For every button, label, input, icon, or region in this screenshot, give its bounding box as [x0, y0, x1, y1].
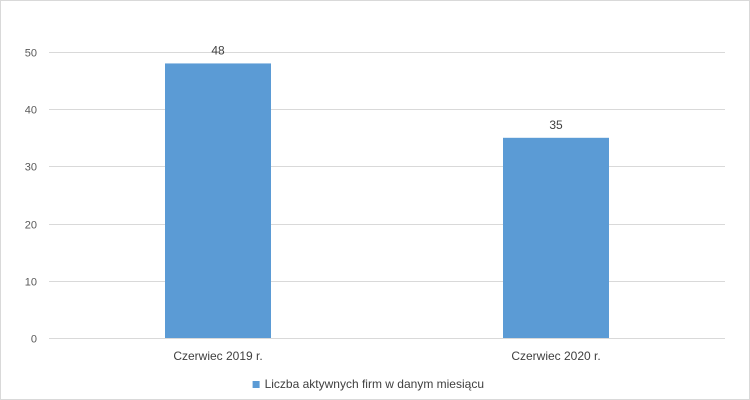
data-labels: 48 35 [211, 43, 563, 131]
y-tick-label: 30 [25, 162, 37, 174]
y-axis-ticks: 0 10 20 30 40 50 [25, 48, 37, 346]
category-label-2: Czerwiec 2020 r. [511, 349, 600, 363]
y-tick-label: 20 [25, 220, 37, 232]
category-labels: Czerwiec 2019 r. Czerwiec 2020 r. [173, 349, 600, 363]
y-tick-label: 40 [25, 105, 37, 117]
bar-2 [503, 137, 609, 338]
category-label-1: Czerwiec 2019 r. [173, 349, 262, 363]
y-tick-label: 10 [25, 277, 37, 289]
data-label-1: 48 [211, 43, 225, 57]
legend-swatch [252, 381, 260, 388]
bar-1 [165, 63, 271, 338]
y-tick-label: 50 [25, 48, 37, 60]
y-tick-label: 0 [31, 334, 37, 346]
gridlines [49, 52, 725, 339]
data-label-2: 35 [549, 118, 563, 132]
legend: Liczba aktywnych firm w danym miesiącu [252, 377, 484, 391]
legend-label: Liczba aktywnych firm w danym miesiącu [265, 377, 484, 391]
bars [165, 63, 609, 338]
